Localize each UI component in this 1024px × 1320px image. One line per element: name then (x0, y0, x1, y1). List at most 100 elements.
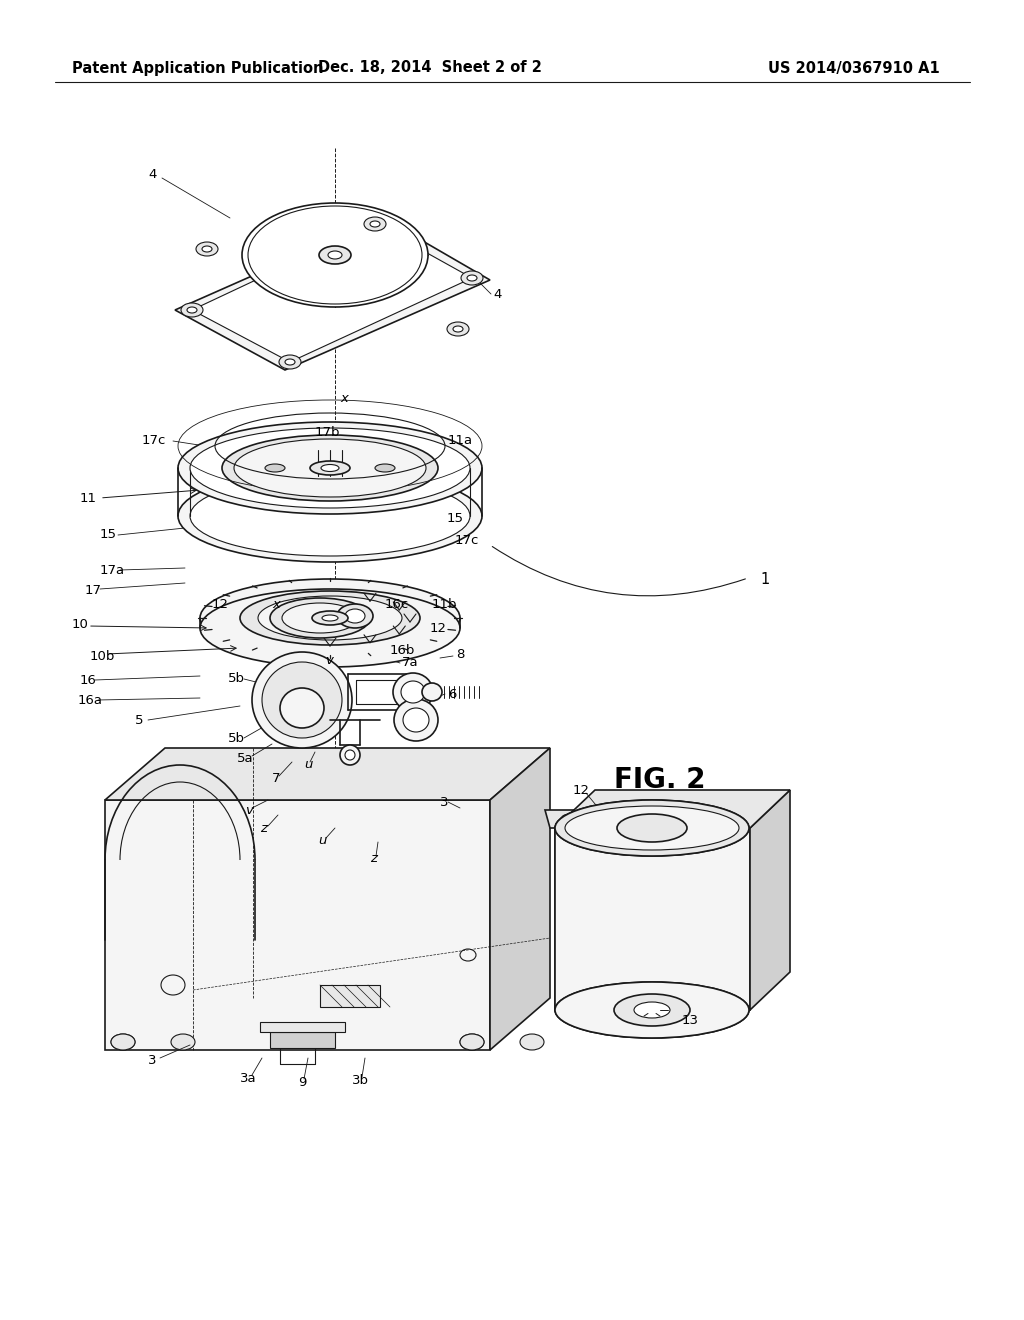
Ellipse shape (375, 465, 395, 473)
Text: 17c: 17c (455, 533, 479, 546)
Ellipse shape (634, 1002, 670, 1018)
Ellipse shape (617, 814, 687, 842)
Ellipse shape (190, 477, 470, 556)
Text: 1: 1 (760, 573, 769, 587)
Ellipse shape (565, 807, 739, 850)
Ellipse shape (196, 242, 218, 256)
Ellipse shape (555, 982, 749, 1038)
Text: 16b: 16b (390, 644, 416, 656)
Text: v: v (325, 653, 333, 667)
Polygon shape (750, 789, 790, 1010)
Ellipse shape (520, 1034, 544, 1049)
Polygon shape (490, 748, 550, 1049)
Text: 17c: 17c (142, 433, 166, 446)
Ellipse shape (240, 591, 420, 645)
Ellipse shape (242, 203, 428, 308)
Ellipse shape (447, 322, 469, 337)
Text: Dec. 18, 2014  Sheet 2 of 2: Dec. 18, 2014 Sheet 2 of 2 (318, 61, 542, 75)
Text: US 2014/0367910 A1: US 2014/0367910 A1 (768, 61, 940, 75)
Text: 12: 12 (573, 784, 590, 796)
Ellipse shape (345, 750, 355, 760)
Ellipse shape (394, 700, 438, 741)
Ellipse shape (634, 1002, 670, 1018)
Ellipse shape (222, 436, 438, 502)
Text: 12: 12 (212, 598, 229, 611)
Text: 4: 4 (148, 169, 157, 181)
Text: u: u (304, 758, 312, 771)
Text: 3: 3 (440, 796, 449, 808)
Ellipse shape (234, 440, 426, 498)
Ellipse shape (565, 807, 739, 850)
Ellipse shape (270, 598, 370, 638)
Ellipse shape (340, 744, 360, 766)
Text: 10b: 10b (90, 649, 116, 663)
Ellipse shape (322, 615, 338, 620)
Text: 5a: 5a (237, 751, 254, 764)
Ellipse shape (634, 820, 670, 836)
Ellipse shape (555, 800, 749, 855)
Text: 3: 3 (148, 1053, 157, 1067)
Text: 5b: 5b (228, 672, 245, 685)
Ellipse shape (279, 355, 301, 370)
Ellipse shape (460, 1034, 484, 1049)
Text: 10: 10 (72, 619, 89, 631)
Ellipse shape (187, 308, 197, 313)
Ellipse shape (181, 304, 203, 317)
Ellipse shape (561, 814, 579, 824)
Ellipse shape (453, 326, 463, 333)
Text: 13: 13 (682, 1014, 699, 1027)
Polygon shape (319, 985, 380, 1007)
Text: 8: 8 (456, 648, 464, 661)
Ellipse shape (282, 603, 358, 634)
Ellipse shape (467, 275, 477, 281)
Ellipse shape (310, 461, 350, 475)
Text: 12: 12 (430, 622, 447, 635)
Ellipse shape (178, 470, 482, 562)
Polygon shape (555, 828, 750, 1010)
Polygon shape (105, 800, 490, 1049)
Text: x: x (340, 392, 348, 404)
Ellipse shape (200, 579, 460, 657)
Polygon shape (193, 224, 472, 362)
Ellipse shape (403, 708, 429, 733)
Text: 4: 4 (493, 289, 502, 301)
Ellipse shape (422, 682, 442, 701)
Text: 6: 6 (449, 689, 457, 701)
Text: 5: 5 (135, 714, 143, 726)
Ellipse shape (265, 465, 285, 473)
Polygon shape (175, 218, 490, 370)
Text: 17: 17 (85, 583, 102, 597)
Ellipse shape (190, 428, 470, 508)
Ellipse shape (460, 1034, 484, 1049)
Text: x: x (272, 598, 280, 611)
Text: 3b: 3b (352, 1073, 369, 1086)
Ellipse shape (401, 681, 425, 704)
Ellipse shape (555, 982, 749, 1038)
Text: 5b: 5b (228, 731, 245, 744)
Ellipse shape (280, 688, 324, 729)
Ellipse shape (285, 359, 295, 366)
Ellipse shape (706, 814, 724, 824)
Ellipse shape (370, 220, 380, 227)
Text: FIG. 2: FIG. 2 (614, 766, 706, 795)
Ellipse shape (319, 246, 351, 264)
Text: 3a: 3a (240, 1072, 257, 1085)
Ellipse shape (614, 994, 690, 1026)
Ellipse shape (328, 251, 342, 259)
Ellipse shape (321, 465, 339, 471)
Ellipse shape (111, 1034, 135, 1049)
Text: 17a: 17a (100, 564, 125, 577)
Text: z: z (260, 821, 267, 834)
Ellipse shape (461, 271, 483, 285)
Ellipse shape (202, 246, 212, 252)
Text: 11: 11 (80, 491, 97, 504)
Text: u: u (318, 833, 327, 846)
Polygon shape (105, 748, 550, 800)
Text: 7: 7 (272, 771, 281, 784)
Text: 16a: 16a (78, 693, 103, 706)
Ellipse shape (393, 673, 433, 711)
Ellipse shape (171, 1034, 195, 1049)
Ellipse shape (262, 663, 342, 738)
Polygon shape (270, 1032, 335, 1048)
Text: Patent Application Publication: Patent Application Publication (72, 61, 324, 75)
